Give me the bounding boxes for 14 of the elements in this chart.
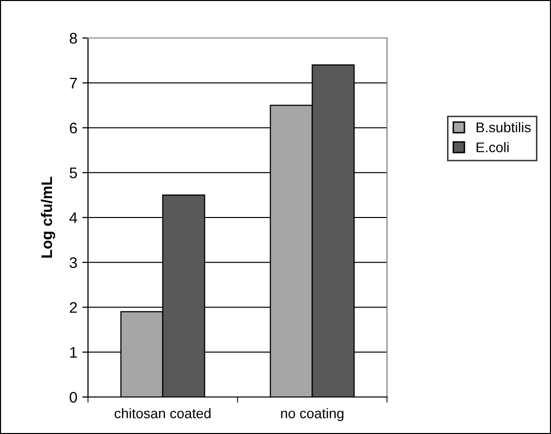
y-tick-label: 1 — [70, 347, 77, 358]
legend-label: B.subtilis — [476, 122, 531, 132]
y-tick-label: 4 — [69, 212, 78, 224]
y-tick-label: 7 — [70, 78, 77, 88]
y-axis-title: Log cfu/mL — [40, 176, 56, 258]
legend-label: E.coli — [476, 142, 509, 152]
y-tick-label: 6 — [70, 122, 77, 134]
y-tick-label: 8 — [70, 32, 77, 44]
y-tick-label: 5 — [70, 168, 77, 178]
y-tick-label: 2 — [70, 302, 77, 313]
x-tick-label: chitosan coated — [114, 408, 211, 418]
x-tick-label: no coating — [281, 408, 344, 422]
y-tick-label: 0 — [70, 392, 77, 403]
y-tick-label: 3 — [70, 257, 77, 268]
